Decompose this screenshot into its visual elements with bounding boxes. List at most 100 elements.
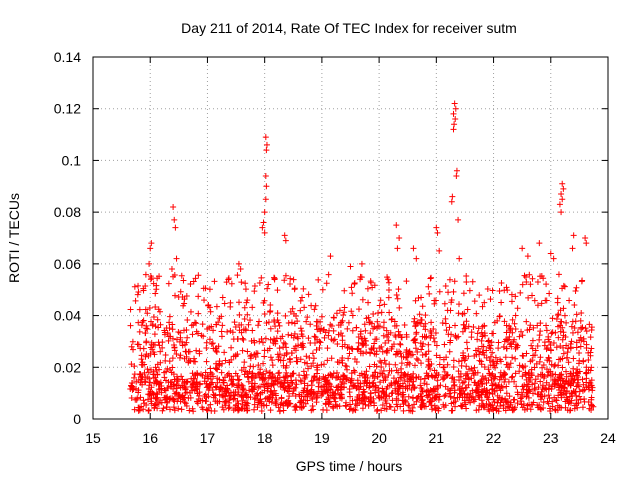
- data-point: [352, 401, 359, 408]
- data-point: [419, 351, 426, 358]
- data-point: [232, 323, 239, 330]
- data-point: [555, 334, 562, 341]
- data-point: [427, 275, 434, 282]
- data-point: [533, 360, 540, 367]
- data-point: [145, 407, 152, 414]
- data-point: [287, 358, 294, 365]
- data-point: [144, 366, 151, 373]
- data-point: [489, 349, 496, 356]
- data-point: [433, 224, 440, 231]
- data-point: [399, 389, 406, 396]
- data-point: [487, 362, 494, 369]
- data-point: [522, 371, 529, 378]
- data-point: [337, 330, 344, 337]
- data-point: [128, 343, 135, 350]
- data-point: [558, 191, 565, 198]
- data-point: [570, 387, 577, 394]
- data-point: [526, 326, 533, 333]
- data-point: [551, 376, 558, 383]
- data-point: [239, 385, 246, 392]
- data-point: [341, 309, 348, 316]
- data-point: [577, 343, 584, 350]
- data-point: [561, 312, 568, 319]
- data-point: [566, 297, 573, 304]
- data-point: [565, 377, 572, 384]
- data-point: [140, 317, 147, 324]
- data-point: [503, 284, 510, 291]
- data-point: [385, 294, 392, 301]
- data-point: [449, 407, 456, 414]
- data-point: [345, 319, 352, 326]
- data-point: [481, 299, 488, 306]
- data-point: [553, 397, 560, 404]
- data-point: [230, 389, 237, 396]
- data-point: [135, 341, 142, 348]
- data-point: [325, 271, 332, 278]
- data-point: [467, 399, 474, 406]
- data-point: [267, 407, 274, 414]
- data-point: [142, 330, 149, 337]
- data-point: [491, 319, 498, 326]
- data-point: [227, 327, 234, 334]
- data-point: [215, 319, 222, 326]
- data-point: [259, 339, 266, 346]
- data-point: [181, 327, 187, 334]
- data-point: [511, 396, 518, 403]
- data-point: [363, 382, 370, 389]
- data-point: [573, 311, 580, 318]
- data-point: [252, 395, 259, 402]
- data-point: [219, 322, 226, 329]
- data-point: [355, 345, 362, 352]
- data-point: [534, 322, 541, 329]
- data-point: [198, 371, 205, 378]
- data-point: [142, 353, 149, 360]
- data-point: [254, 404, 261, 411]
- data-point: [534, 391, 541, 398]
- axes-layer: 15 16 17 18 19 20 21 22 23 24 0 0.02 0.04 0.06 0.08 0.1…: [54, 49, 616, 446]
- data-point: [185, 395, 192, 402]
- data-point: [267, 372, 274, 379]
- data-point: [255, 322, 262, 329]
- data-point: [155, 306, 162, 313]
- data-point: [244, 311, 251, 318]
- data-point: [496, 394, 503, 401]
- data-point: [489, 391, 496, 398]
- data-point: [135, 404, 142, 411]
- data-point: [246, 387, 253, 394]
- data-point: [512, 326, 519, 333]
- data-point: [206, 286, 213, 293]
- data-point: [151, 341, 158, 348]
- data-point: [395, 385, 402, 392]
- data-point: [175, 329, 182, 336]
- data-point: [560, 350, 567, 357]
- data-point: [509, 354, 516, 361]
- data-point: [439, 320, 446, 327]
- data-point: [234, 372, 241, 379]
- data-point: [314, 362, 321, 369]
- data-point: [453, 167, 460, 174]
- data-point: [411, 384, 418, 391]
- data-point: [214, 398, 221, 405]
- data-point: [293, 354, 300, 361]
- data-point: [216, 358, 223, 365]
- data-point: [554, 299, 561, 306]
- data-point: [487, 296, 494, 303]
- data-point: [163, 396, 170, 403]
- data-point: [406, 402, 413, 409]
- data-point: [348, 370, 355, 377]
- data-point: [376, 323, 383, 330]
- data-point: [577, 334, 584, 341]
- data-point: [507, 399, 514, 406]
- data-point: [303, 371, 310, 378]
- data-point: [300, 389, 307, 396]
- data-point: [150, 313, 157, 320]
- data-point: [270, 339, 277, 346]
- data-point: [262, 134, 269, 141]
- data-point: [282, 237, 289, 244]
- data-point: [316, 338, 323, 345]
- data-point: [218, 328, 225, 335]
- data-point: [521, 382, 528, 389]
- data-point: [251, 396, 258, 403]
- data-point: [490, 375, 497, 382]
- data-point: [392, 379, 399, 386]
